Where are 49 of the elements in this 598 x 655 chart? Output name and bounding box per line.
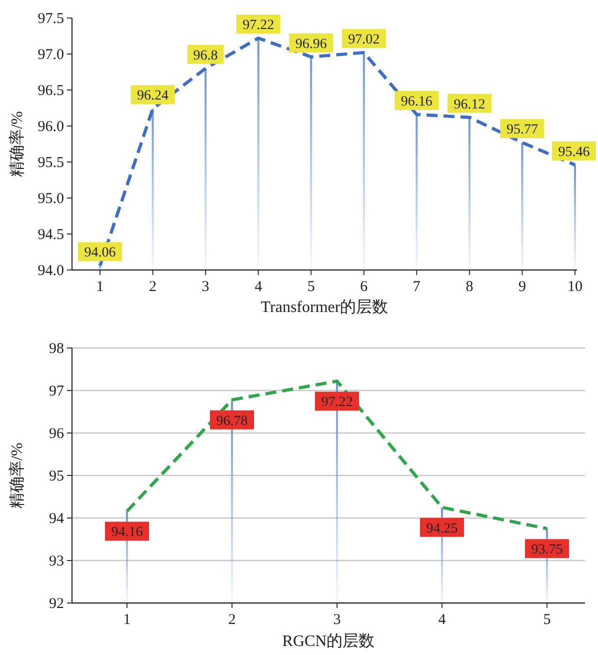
y-tick-label: 93 — [49, 554, 64, 570]
x-tick-label: 10 — [568, 279, 582, 295]
x-tick-label: 5 — [543, 612, 551, 628]
data-label: 94.06 — [84, 246, 116, 261]
data-label: 96.24 — [137, 88, 169, 104]
data-label: 93.75 — [531, 542, 563, 558]
y-tick-label: 94.5 — [38, 227, 64, 243]
y-tick-label: 94.0 — [38, 263, 64, 279]
data-label: 97.22 — [321, 395, 353, 410]
data-label: 94.16 — [111, 525, 143, 540]
x-axis-title: Transformer的层数 — [260, 299, 388, 316]
data-label: 96.96 — [295, 36, 327, 52]
data-label: 95.77 — [506, 122, 538, 138]
data-label: 97.02 — [348, 32, 380, 48]
x-tick-label: 2 — [149, 279, 157, 295]
x-tick-label: 6 — [360, 279, 368, 295]
x-tick-label: 5 — [307, 279, 315, 295]
y-tick-label: 98 — [49, 341, 64, 357]
data-label: 94.25 — [426, 521, 458, 536]
x-tick-label: 8 — [466, 279, 474, 295]
x-tick-label: 4 — [438, 612, 446, 628]
x-tick-label: 2 — [228, 612, 236, 628]
y-tick-label: 95.0 — [38, 191, 64, 207]
y-axis-title: 精确率/% — [8, 442, 26, 508]
y-tick-label: 95.5 — [38, 155, 64, 171]
x-tick-label: 7 — [412, 279, 421, 295]
y-tick-label: 97.5 — [38, 11, 64, 27]
x-tick-label: 4 — [254, 279, 263, 295]
x-tick-label: 9 — [518, 279, 526, 295]
y-tick-label: 94 — [49, 511, 64, 527]
y-tick-label: 96.0 — [38, 119, 64, 135]
x-tick-label: 3 — [202, 279, 210, 295]
x-tick-label: 3 — [333, 612, 341, 628]
x-tick-label: 1 — [123, 612, 131, 628]
data-label: 95.46 — [558, 144, 590, 160]
x-axis-title: RGCN的层数 — [282, 633, 375, 650]
data-label: 96.78 — [216, 414, 248, 429]
x-tick-label: 1 — [96, 279, 104, 295]
data-label: 96.16 — [400, 94, 432, 110]
y-axis-title: 精确率/% — [8, 111, 26, 177]
y-tick-label: 97 — [49, 384, 64, 400]
y-tick-label: 97.0 — [38, 47, 64, 63]
data-label: 96.8 — [193, 48, 218, 64]
y-tick-label: 95 — [49, 468, 64, 484]
data-label: 97.22 — [242, 18, 274, 34]
y-tick-label: 96 — [49, 426, 64, 442]
y-tick-label: 92 — [49, 596, 64, 612]
data-label: 96.12 — [454, 97, 486, 112]
y-tick-label: 96.5 — [38, 83, 64, 99]
